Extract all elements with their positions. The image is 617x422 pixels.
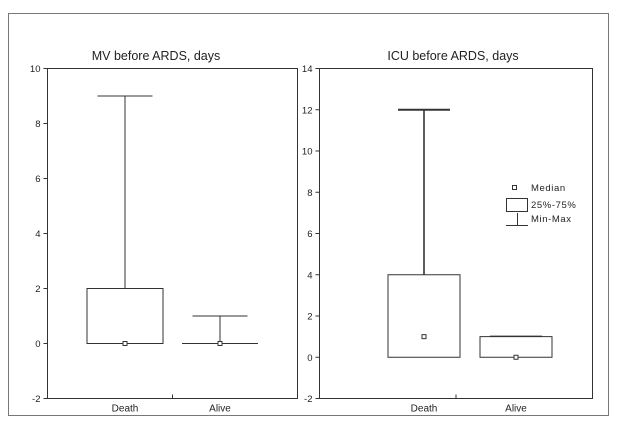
legend-iqr-item: 25%-75% [506, 198, 576, 212]
y-tick-label: 10 [302, 147, 313, 158]
y-tick-label: 8 [307, 188, 312, 199]
legend-minmax-label: Min-Max [531, 214, 572, 225]
chart-mv-before-ards: MV before ARDS, days -2 0 2 4 6 8 10 Death Aliv… [30, 49, 298, 415]
y-tick-label: -2 [32, 394, 40, 405]
iqr-box [479, 336, 553, 358]
y-tick-label: 14 [302, 64, 313, 75]
box-alive [479, 335, 553, 360]
y-axis-mv: -2 0 2 4 6 8 10 [30, 64, 48, 405]
y-axis-icu: -2 0 2 4 6 8 10 12 14 [302, 64, 320, 405]
box-death [387, 108, 461, 358]
box-alive [182, 315, 258, 346]
legend-median-item: Median [512, 183, 566, 194]
x-axis-icu: Death Alive [411, 394, 527, 415]
iqr-box [387, 274, 461, 358]
median-marker [513, 354, 519, 360]
boxes-mv [86, 95, 258, 346]
y-tick-label: 2 [35, 284, 40, 295]
chart-title-mv: MV before ARDS, days [92, 49, 221, 63]
y-tick-label: 4 [307, 270, 312, 281]
y-tick-label: 6 [35, 174, 40, 185]
legend: Median 25%-75% Min-Max [506, 183, 576, 226]
boxes-icu [387, 108, 553, 360]
median-marker [122, 341, 128, 346]
chart-title-icu: ICU before ARDS, days [387, 49, 518, 63]
y-tick-label: 10 [30, 64, 41, 75]
x-category-label: Death [112, 404, 139, 415]
x-category-label: Death [411, 404, 438, 415]
x-category-label: Alive [209, 404, 231, 415]
x-category-label: Alive [505, 404, 527, 415]
legend-iqr-marker [506, 198, 528, 212]
median-marker [217, 341, 223, 346]
legend-iqr-label: 25%-75% [531, 200, 576, 211]
median-marker [421, 334, 427, 340]
y-tick-label: 6 [307, 229, 312, 240]
y-tick-label: 4 [35, 229, 40, 240]
y-tick-label: 0 [35, 339, 40, 350]
y-tick-label: 0 [307, 353, 312, 364]
legend-median-label: Median [531, 183, 566, 194]
legend-median-marker [512, 185, 517, 190]
iqr-box [86, 288, 164, 344]
x-axis-mv: Death Alive [112, 394, 231, 415]
legend-minmax-item: Min-Max [506, 213, 572, 226]
chart-icu-before-ards: ICU before ARDS, days -2 0 2 4 6 8 10 12 14 Deat… [302, 49, 593, 415]
y-tick-label: 12 [302, 105, 313, 116]
box-death [86, 95, 164, 346]
y-tick-label: 8 [35, 119, 40, 130]
y-tick-label: -2 [304, 394, 312, 405]
legend-minmax-marker [506, 213, 528, 226]
y-tick-label: 2 [307, 312, 312, 323]
